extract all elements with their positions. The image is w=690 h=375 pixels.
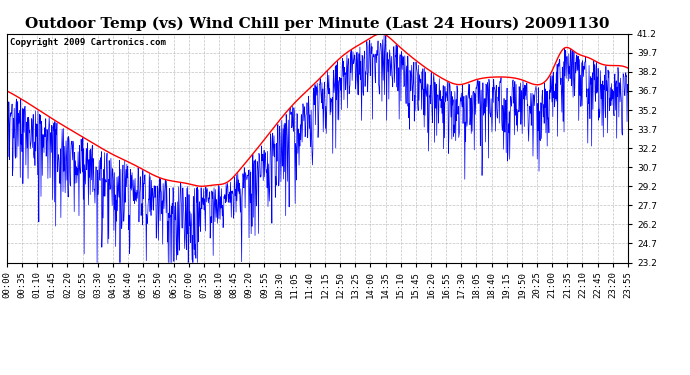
Text: Copyright 2009 Cartronics.com: Copyright 2009 Cartronics.com [10, 38, 166, 47]
Title: Outdoor Temp (vs) Wind Chill per Minute (Last 24 Hours) 20091130: Outdoor Temp (vs) Wind Chill per Minute … [25, 17, 610, 31]
